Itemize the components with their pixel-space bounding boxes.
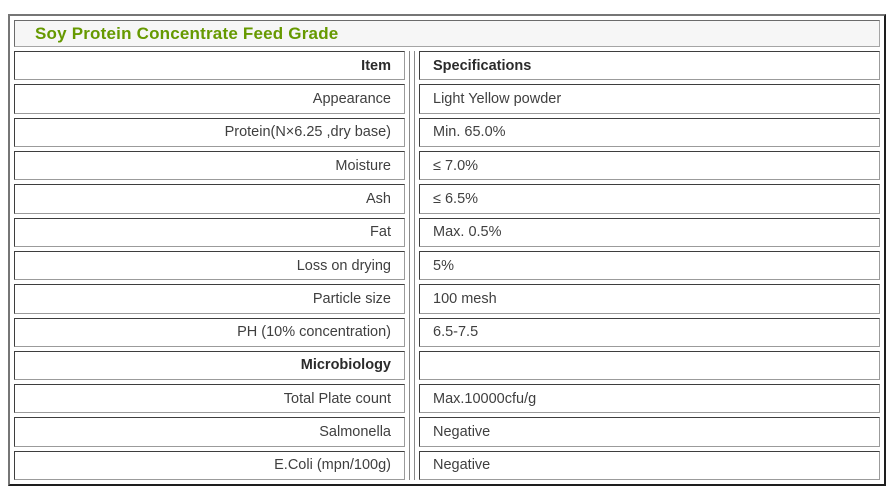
spec-cell: 5% [419,250,880,281]
spec-cell: Light Yellow powder [419,84,880,114]
spec-table-columns: Item Appearance Protein(N×6.25 ,dry base)… [14,51,880,481]
spec-cell: 100 mesh [419,284,880,314]
item-cell: Particle size [14,284,405,314]
item-cell: Protein(N×6.25 ,dry base) [14,117,405,147]
item-cell: Microbiology [14,350,405,381]
item-cell: Ash [14,184,405,214]
spec-cell: Negative [419,417,880,447]
item-cell: Salmonella [14,417,405,447]
item-cell: Fat [14,217,405,247]
item-column: Item Appearance Protein(N×6.25 ,dry base)… [14,51,410,481]
specifications-column: Specifications Light Yellow powder Min. 6… [414,51,880,481]
item-cell: Loss on drying [14,250,405,281]
spec-cell: Max. 0.5% [419,217,880,247]
spec-cell: Min. 65.0% [419,117,880,147]
page-title: Soy Protein Concentrate Feed Grade [35,23,339,43]
spec-cell: 6.5-7.5 [419,317,880,347]
item-cell: PH (10% concentration) [14,317,405,347]
spec-cell: ≤ 7.0% [419,150,880,181]
spec-table-frame: Soy Protein Concentrate Feed Grade Item … [8,14,886,486]
spec-cell: Negative [419,450,880,481]
spec-column-header: Specifications [419,51,880,81]
item-cell: Total Plate count [14,384,405,414]
spec-cell: ≤ 6.5% [419,184,880,214]
item-cell: Moisture [14,150,405,181]
item-column-header: Item [14,51,405,81]
spec-cell [419,350,880,381]
item-cell: E.Coli (mpn/100g) [14,450,405,481]
spec-cell: Max.10000cfu/g [419,384,880,414]
title-bar: Soy Protein Concentrate Feed Grade [14,20,880,47]
item-cell: Appearance [14,84,405,114]
